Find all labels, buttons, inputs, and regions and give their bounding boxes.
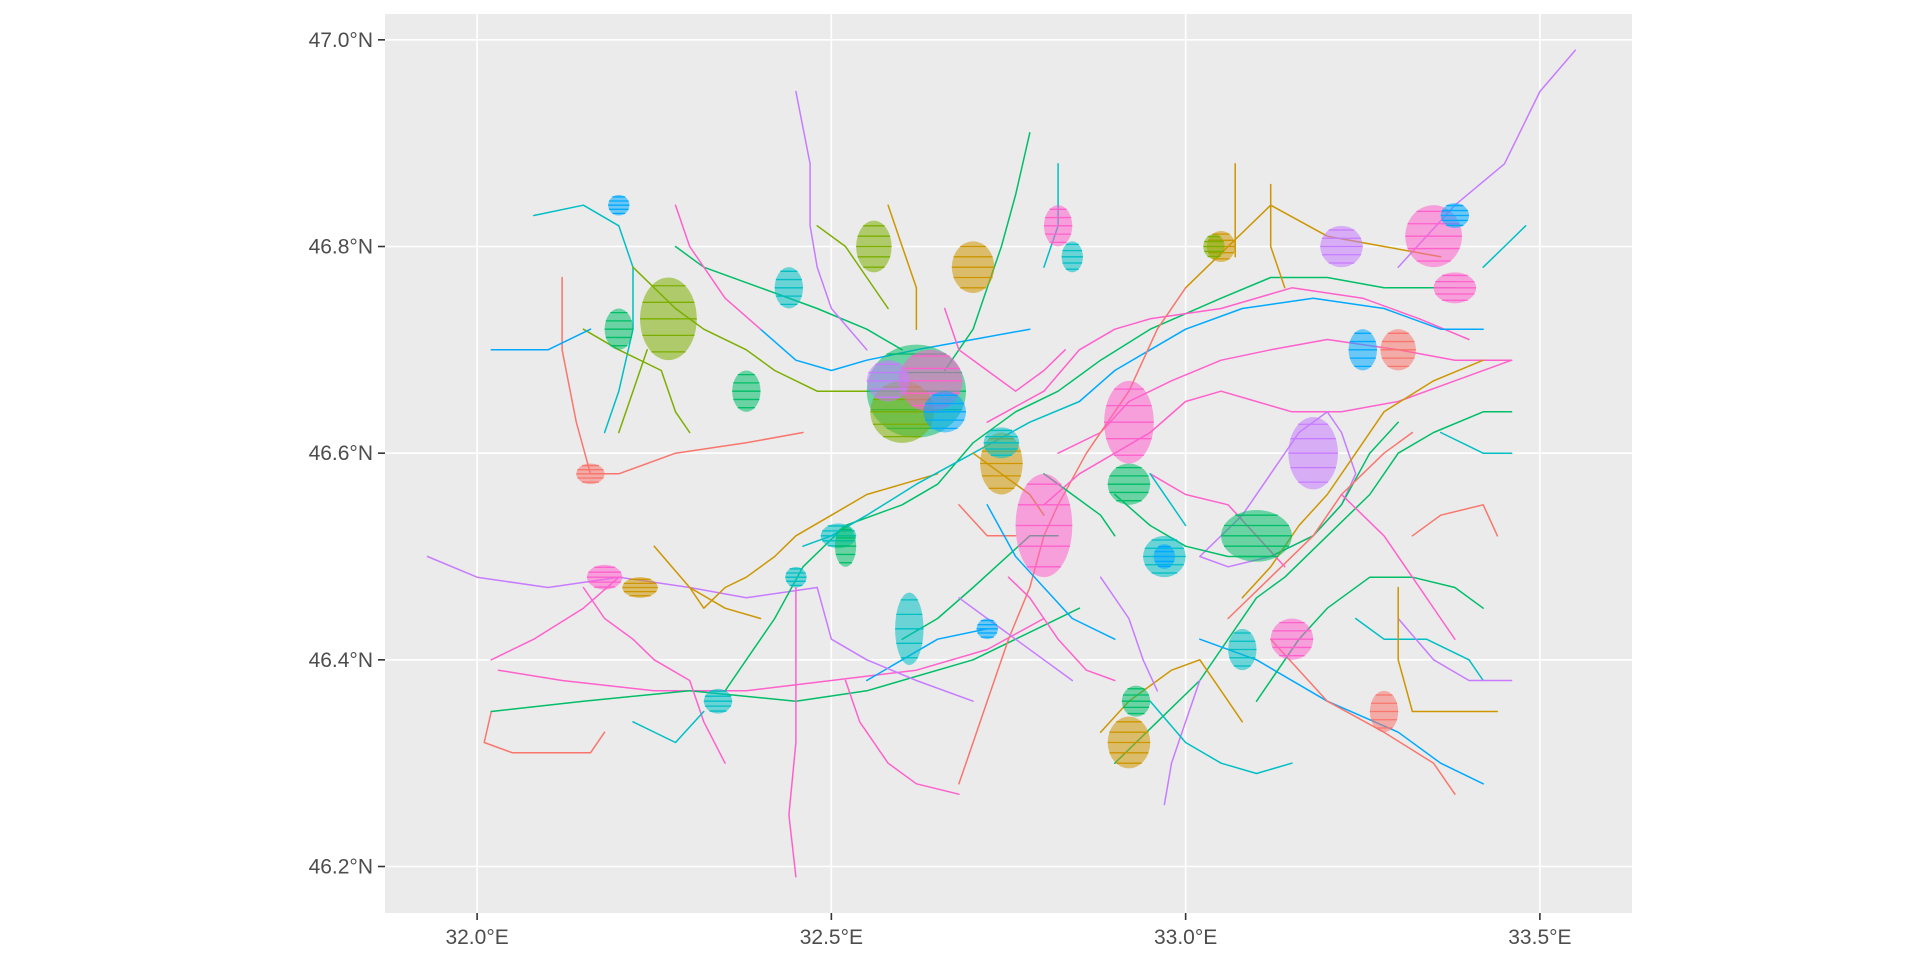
road-line: [561, 276, 804, 475]
y-tick-label: 47.0°N: [309, 29, 373, 52]
road-line: [986, 504, 1116, 640]
road-line: [653, 545, 762, 620]
road-line: [1397, 617, 1513, 682]
road-line: [632, 710, 705, 744]
road-line: [1149, 700, 1293, 775]
road-line: [958, 597, 1074, 682]
road-line: [483, 710, 606, 754]
road-line: [759, 328, 1031, 372]
road-line: [688, 473, 939, 609]
road-line: [887, 204, 918, 330]
road-line: [490, 576, 620, 661]
road-line: [788, 586, 797, 878]
road-line: [816, 586, 974, 702]
road-line: [1411, 504, 1499, 537]
road-line: [1269, 183, 1286, 289]
road-line: [795, 90, 868, 351]
road-line: [816, 225, 889, 310]
road-line: [1163, 679, 1201, 806]
y-tick-label: 46.8°N: [309, 236, 373, 259]
road-line: [986, 287, 1470, 423]
y-tick-label: 46.6°N: [309, 442, 373, 465]
road-line: [1099, 576, 1159, 692]
road-line: [1397, 586, 1499, 713]
road-line: [958, 504, 1017, 537]
y-tick-label: 46.2°N: [309, 856, 373, 879]
road-line: [582, 586, 726, 764]
road-line: [1439, 431, 1513, 454]
y-tick-label: 46.4°N: [309, 649, 373, 672]
road-line: [1114, 411, 1513, 764]
axes: 32.0°E 32.5°E 33.0°E 33.5°E 46.2°N 46.4°N 46.6…: [309, 29, 1572, 949]
road-line: [1482, 225, 1527, 268]
x-tick-label: 32.0°E: [445, 926, 508, 949]
x-tick-label: 33.0°E: [1154, 926, 1217, 949]
road-line: [1078, 297, 1484, 403]
road-line: [1007, 576, 1116, 682]
road-line: [1227, 431, 1414, 620]
road-line: [1340, 493, 1456, 640]
road-network: [426, 49, 1577, 878]
road-line: [618, 349, 648, 434]
road-line: [943, 307, 1066, 392]
road-line: [490, 328, 592, 351]
road-line: [1149, 473, 1187, 527]
road-line: [497, 617, 1045, 692]
road-line: [1241, 359, 1484, 599]
road-line: [1269, 638, 1456, 795]
road-line: [1354, 617, 1484, 682]
road-line: [844, 679, 960, 795]
x-tick-label: 32.5°E: [800, 926, 863, 949]
road-line: [1043, 359, 1513, 506]
x-tick-label: 33.5°E: [1508, 926, 1571, 949]
road-line: [582, 328, 691, 434]
road-line: [674, 204, 762, 330]
